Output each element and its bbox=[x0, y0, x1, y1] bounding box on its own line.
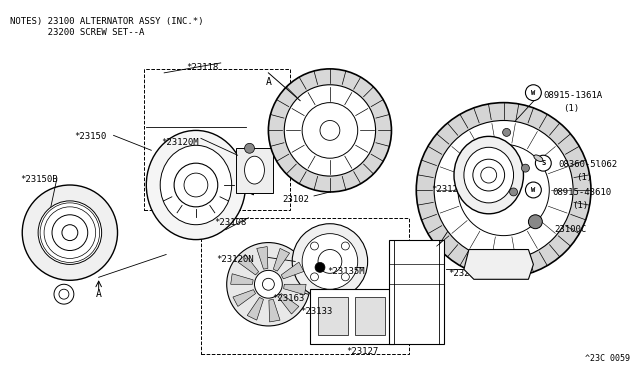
Circle shape bbox=[302, 103, 358, 158]
Polygon shape bbox=[269, 299, 280, 322]
Text: *23150: *23150 bbox=[74, 132, 106, 141]
Text: *23133: *23133 bbox=[300, 307, 332, 316]
Polygon shape bbox=[257, 247, 268, 269]
Text: (1): (1) bbox=[563, 104, 579, 113]
Bar bbox=[318, 297, 348, 335]
Circle shape bbox=[341, 242, 349, 250]
Circle shape bbox=[341, 273, 349, 281]
Polygon shape bbox=[244, 155, 253, 195]
Circle shape bbox=[227, 243, 310, 326]
Polygon shape bbox=[278, 294, 299, 314]
Text: W: W bbox=[531, 90, 536, 96]
Text: A: A bbox=[266, 77, 271, 87]
Circle shape bbox=[292, 224, 367, 299]
Polygon shape bbox=[238, 254, 259, 275]
Text: *23127: *23127 bbox=[346, 347, 378, 356]
Circle shape bbox=[38, 201, 102, 264]
Text: 23200 SCREW SET--A: 23200 SCREW SET--A bbox=[10, 28, 145, 37]
Circle shape bbox=[54, 284, 74, 304]
Text: A: A bbox=[96, 289, 102, 299]
Text: (1): (1) bbox=[576, 173, 592, 182]
Text: 23102: 23102 bbox=[282, 195, 309, 204]
Circle shape bbox=[522, 164, 529, 172]
Text: *23120N: *23120N bbox=[216, 256, 253, 264]
Circle shape bbox=[318, 250, 342, 273]
Circle shape bbox=[255, 270, 282, 298]
Circle shape bbox=[481, 167, 497, 183]
Circle shape bbox=[525, 182, 541, 198]
Text: *23108: *23108 bbox=[214, 218, 246, 227]
Ellipse shape bbox=[454, 137, 524, 214]
Circle shape bbox=[473, 159, 504, 191]
Text: *23163: *23163 bbox=[273, 294, 305, 303]
Polygon shape bbox=[284, 284, 306, 295]
Circle shape bbox=[509, 188, 518, 196]
Circle shape bbox=[315, 262, 325, 272]
Circle shape bbox=[268, 69, 392, 192]
Text: 08915-1361A: 08915-1361A bbox=[543, 91, 602, 100]
Ellipse shape bbox=[534, 155, 543, 161]
Bar bbox=[390, 240, 444, 344]
Circle shape bbox=[302, 234, 358, 289]
Circle shape bbox=[184, 173, 208, 197]
Bar bbox=[236, 148, 273, 193]
Text: 08915-43610: 08915-43610 bbox=[552, 188, 611, 197]
Text: (1): (1) bbox=[572, 201, 588, 210]
Circle shape bbox=[52, 215, 88, 250]
Polygon shape bbox=[273, 248, 289, 271]
Circle shape bbox=[62, 225, 78, 241]
Circle shape bbox=[320, 121, 340, 140]
Circle shape bbox=[310, 242, 319, 250]
Bar bbox=[145, 69, 290, 210]
Text: 08360-5l062: 08360-5l062 bbox=[558, 160, 618, 169]
Text: W: W bbox=[531, 187, 536, 193]
Bar bbox=[355, 297, 385, 335]
Text: S: S bbox=[541, 160, 545, 166]
Circle shape bbox=[434, 121, 573, 259]
Polygon shape bbox=[281, 262, 304, 279]
Text: *23120M: *23120M bbox=[161, 138, 199, 147]
Text: NOTES) 23100 ALTERNATOR ASSY (INC.*): NOTES) 23100 ALTERNATOR ASSY (INC.*) bbox=[10, 17, 204, 26]
Bar bbox=[310, 289, 394, 344]
Text: 23100C: 23100C bbox=[554, 225, 586, 234]
Text: ^23C 0059: ^23C 0059 bbox=[585, 354, 630, 363]
Text: *23135M: *23135M bbox=[327, 267, 365, 276]
Polygon shape bbox=[230, 274, 253, 284]
Circle shape bbox=[416, 103, 591, 277]
Text: *23118: *23118 bbox=[186, 63, 218, 72]
Text: *23150B: *23150B bbox=[20, 175, 58, 184]
Circle shape bbox=[174, 163, 218, 207]
Circle shape bbox=[59, 289, 69, 299]
Ellipse shape bbox=[147, 131, 246, 240]
Circle shape bbox=[284, 85, 376, 176]
Circle shape bbox=[525, 85, 541, 101]
Circle shape bbox=[244, 143, 255, 153]
Circle shape bbox=[458, 144, 549, 235]
Text: *23127A: *23127A bbox=[431, 185, 468, 194]
Circle shape bbox=[310, 273, 319, 281]
Text: *23230: *23230 bbox=[448, 269, 480, 278]
Ellipse shape bbox=[464, 147, 513, 203]
Polygon shape bbox=[464, 250, 533, 279]
Polygon shape bbox=[247, 297, 264, 320]
Circle shape bbox=[22, 185, 118, 280]
Circle shape bbox=[262, 278, 275, 290]
Ellipse shape bbox=[244, 156, 264, 184]
Bar bbox=[201, 218, 410, 354]
Circle shape bbox=[502, 128, 511, 137]
Circle shape bbox=[529, 215, 542, 229]
Ellipse shape bbox=[160, 145, 232, 225]
Circle shape bbox=[536, 155, 551, 171]
Polygon shape bbox=[233, 290, 255, 307]
